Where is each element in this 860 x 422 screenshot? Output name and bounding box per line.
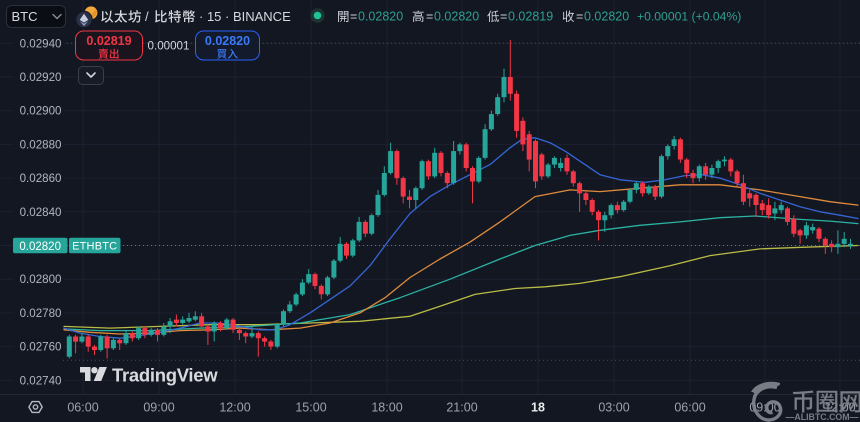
svg-text:0.02740: 0.02740 <box>20 374 62 387</box>
svg-text:· 15 · BINANCE: · 15 · BINANCE <box>199 9 291 24</box>
svg-text:—ALIBTC.COM—: —ALIBTC.COM— <box>786 412 859 422</box>
svg-text:0.02840: 0.02840 <box>20 206 62 219</box>
svg-text:09:00: 09:00 <box>143 401 174 415</box>
svg-text:18: 18 <box>531 401 545 415</box>
svg-text:0.02760: 0.02760 <box>20 341 62 354</box>
svg-text:0.02920: 0.02920 <box>20 71 62 84</box>
svg-text:0.02819: 0.02819 <box>508 10 553 24</box>
svg-text:0.02820: 0.02820 <box>358 10 403 24</box>
svg-text:03:00: 03:00 <box>598 401 629 415</box>
svg-text:+0.00001 (+0.04%): +0.00001 (+0.04%) <box>637 10 741 24</box>
svg-text:0.02819: 0.02819 <box>86 34 131 48</box>
svg-text:0.02820: 0.02820 <box>205 34 250 48</box>
svg-text:=: = <box>426 10 433 24</box>
svg-text:0.02900: 0.02900 <box>20 105 62 118</box>
svg-text:0.02820: 0.02820 <box>584 10 629 24</box>
svg-text:06:00: 06:00 <box>674 401 705 415</box>
svg-text:0.02820: 0.02820 <box>19 241 61 253</box>
svg-text:0.02860: 0.02860 <box>20 172 62 185</box>
svg-text:06:00: 06:00 <box>67 401 98 415</box>
svg-text:/: / <box>145 9 149 24</box>
svg-text:TradingView: TradingView <box>112 365 218 386</box>
svg-text:21:00: 21:00 <box>446 401 477 415</box>
svg-text:0.00001: 0.00001 <box>148 40 190 53</box>
svg-text:12:00: 12:00 <box>219 401 250 415</box>
svg-text:0.02780: 0.02780 <box>20 307 62 320</box>
svg-text:0.02940: 0.02940 <box>20 37 62 50</box>
svg-text:BTC: BTC <box>12 9 38 24</box>
svg-text:ETHBTC: ETHBTC <box>72 241 117 253</box>
svg-text:=: = <box>350 10 357 24</box>
svg-text:0.02800: 0.02800 <box>20 273 62 286</box>
svg-text:=: = <box>500 10 507 24</box>
svg-text:0.02820: 0.02820 <box>434 10 479 24</box>
svg-text:=: = <box>576 10 583 24</box>
svg-text:15:00: 15:00 <box>295 401 326 415</box>
svg-text:18:00: 18:00 <box>371 401 402 415</box>
svg-text:0.02880: 0.02880 <box>20 138 62 151</box>
